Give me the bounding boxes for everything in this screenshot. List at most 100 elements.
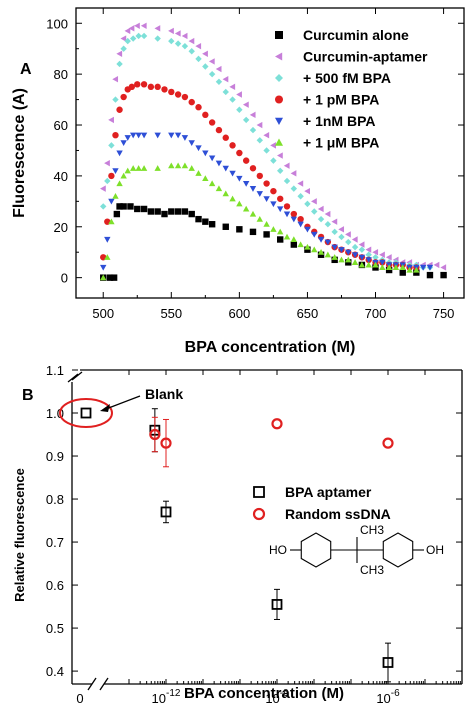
data-point xyxy=(242,101,249,108)
data-point xyxy=(174,162,182,169)
data-point xyxy=(365,261,372,268)
legend-marker xyxy=(275,117,283,125)
chart-a: A 500 550 600 650 700 750 0 20 40 60 80 100 Curcumi… xyxy=(11,7,465,356)
data-point xyxy=(382,437,394,449)
data-point xyxy=(215,65,222,73)
y-tick-label-a: 40 xyxy=(54,169,68,184)
data-point xyxy=(208,58,215,65)
data-point xyxy=(195,42,202,50)
data-point xyxy=(147,83,155,91)
x-tick-label-a: 550 xyxy=(160,306,182,321)
data-point xyxy=(112,193,119,199)
data-point xyxy=(372,249,379,256)
data-point xyxy=(263,196,270,202)
data-point xyxy=(188,210,195,218)
data-point xyxy=(297,241,304,248)
data-point xyxy=(116,180,123,187)
data-point xyxy=(358,246,366,253)
series-group-b xyxy=(80,407,394,683)
data-point xyxy=(399,264,406,271)
benzene-ring-right xyxy=(382,532,414,568)
data-point xyxy=(181,93,189,101)
benzene-ring-left xyxy=(300,532,332,568)
blank-arrow xyxy=(105,395,141,410)
legend-label: + 1 μM BPA xyxy=(303,135,379,151)
data-point xyxy=(256,215,263,222)
data-point xyxy=(236,91,242,98)
data-point xyxy=(365,251,372,258)
data-point xyxy=(202,111,209,119)
x-tick-label-a: 750 xyxy=(433,306,455,321)
data-point xyxy=(263,147,270,154)
data-point xyxy=(112,168,119,175)
y-tick-label-b: 1.0 xyxy=(46,406,64,421)
data-point xyxy=(112,76,119,83)
legend-marker xyxy=(252,507,266,521)
data-point xyxy=(324,210,331,218)
legend-marker xyxy=(253,486,265,498)
methyl-label: CH3 xyxy=(360,563,384,577)
data-point xyxy=(222,76,229,83)
data-point xyxy=(283,177,291,185)
data-point xyxy=(271,599,283,610)
data-point xyxy=(174,91,182,98)
data-point xyxy=(324,239,332,246)
x-break-mark xyxy=(87,677,97,691)
data-point xyxy=(208,155,216,162)
data-point xyxy=(385,264,393,271)
data-point xyxy=(249,111,256,119)
tick-base: 10 xyxy=(376,691,390,706)
data-point xyxy=(195,170,202,176)
data-point xyxy=(168,132,175,139)
data-point xyxy=(242,180,250,187)
data-point xyxy=(215,78,223,85)
tick-base: 0 xyxy=(76,691,83,706)
data-point xyxy=(140,81,148,88)
y-break-mark xyxy=(67,373,79,383)
data-point xyxy=(120,203,127,210)
data-point xyxy=(324,221,332,228)
data-point xyxy=(80,407,92,419)
data-point xyxy=(140,32,148,40)
data-point xyxy=(304,243,311,250)
data-point xyxy=(140,165,148,171)
data-point xyxy=(338,256,345,263)
data-point xyxy=(215,160,223,167)
data-point xyxy=(297,215,304,223)
data-point xyxy=(297,193,304,200)
data-point xyxy=(297,180,304,187)
data-point xyxy=(134,205,141,213)
y-tick-label-b: 0.4 xyxy=(46,664,64,679)
data-point xyxy=(440,271,447,279)
data-point xyxy=(112,131,119,139)
data-point xyxy=(181,42,189,50)
data-point xyxy=(202,218,209,225)
data-point xyxy=(154,25,161,32)
y-tick-label-b: 0.9 xyxy=(46,449,64,464)
tick-group-a: 500 550 600 650 700 750 0 20 40 60 80 100 xyxy=(46,8,464,321)
plot-frame-b xyxy=(67,369,463,691)
data-point xyxy=(222,134,229,141)
data-point xyxy=(124,27,131,35)
legend-label: + 1nM BPA xyxy=(303,113,375,129)
data-point xyxy=(324,251,332,258)
data-point xyxy=(135,132,142,139)
data-point xyxy=(426,271,434,279)
data-point xyxy=(270,157,277,164)
data-point xyxy=(181,208,189,215)
data-point xyxy=(270,187,277,195)
data-point xyxy=(229,195,236,202)
data-point xyxy=(385,254,392,261)
x-break-mark xyxy=(99,677,109,691)
data-point xyxy=(168,88,175,96)
data-point xyxy=(129,35,137,42)
data-point xyxy=(358,254,366,261)
data-point xyxy=(379,264,386,271)
data-point xyxy=(317,215,325,223)
data-point xyxy=(100,185,106,192)
data-point xyxy=(229,142,236,149)
legend-marker xyxy=(275,138,283,146)
data-point xyxy=(222,223,229,230)
data-point xyxy=(195,215,202,223)
data-point xyxy=(263,231,270,238)
